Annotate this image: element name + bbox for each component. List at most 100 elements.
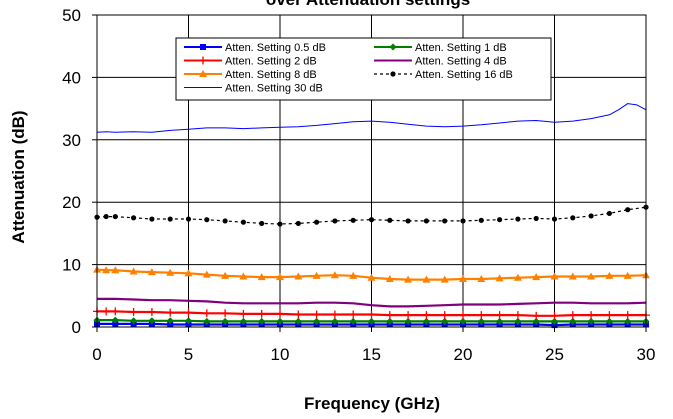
- data-point: [442, 218, 448, 224]
- data-point: [221, 271, 230, 279]
- chart-title: over Attenuation settings: [266, 0, 470, 9]
- legend-label: Atten. Setting 30 dB: [225, 83, 323, 95]
- data-point: [204, 217, 210, 223]
- y-tick-label: 30: [62, 131, 81, 150]
- data-point: [515, 216, 521, 222]
- data-point: [605, 311, 614, 320]
- legend: Atten. Setting 0.5 dB Atten. Setting 1 dB…: [175, 37, 552, 101]
- data-point: [441, 317, 449, 325]
- data-point: [221, 309, 230, 318]
- data-point: [460, 218, 466, 224]
- data-point: [497, 217, 503, 223]
- data-point: [513, 273, 522, 281]
- data-point: [258, 317, 266, 325]
- data-point: [623, 311, 632, 320]
- data-point: [294, 272, 303, 280]
- data-point: [623, 271, 632, 279]
- data-point: [587, 311, 596, 320]
- data-point: [551, 216, 558, 222]
- data-point: [495, 274, 504, 282]
- data-point: [257, 309, 266, 318]
- data-point: [259, 220, 265, 227]
- data-point: [111, 307, 120, 316]
- data-point: [478, 217, 484, 223]
- data-point: [167, 216, 173, 222]
- data-point: [148, 317, 156, 325]
- data-point: [569, 317, 577, 325]
- series-3: [97, 297, 647, 308]
- data-point: [184, 308, 193, 317]
- x-tick-label: 0: [92, 345, 101, 364]
- series-line: [96, 103, 647, 133]
- legend-box: [175, 37, 552, 101]
- y-tick-label: 10: [62, 256, 81, 275]
- axes: 0 5 10 15 20 25 30 0 10 20 30 40 50: [62, 6, 655, 364]
- data-point: [313, 317, 321, 325]
- data-point: [239, 272, 248, 280]
- data-point: [131, 215, 137, 221]
- data-point: [440, 275, 449, 283]
- data-point: [477, 274, 486, 282]
- x-tick-label: 10: [271, 345, 290, 364]
- data-point: [422, 275, 431, 283]
- data-point: [423, 218, 429, 224]
- data-point: [350, 217, 356, 223]
- y-tick-label: 40: [62, 68, 81, 87]
- series-1: [93, 316, 650, 325]
- data-point: [385, 311, 394, 320]
- data-point: [404, 317, 412, 325]
- data-point: [147, 268, 156, 276]
- data-point: [330, 310, 339, 319]
- data-point: [568, 311, 577, 320]
- x-tick-label: 25: [545, 345, 564, 364]
- data-point: [103, 213, 109, 220]
- data-point: [202, 270, 211, 278]
- x-tick-label: 15: [362, 345, 381, 364]
- data-point: [276, 273, 284, 281]
- data-point: [239, 317, 247, 325]
- data-point: [276, 309, 284, 318]
- data-point: [129, 308, 138, 317]
- series-layer: [93, 103, 650, 329]
- data-point: [111, 316, 119, 324]
- data-point: [349, 317, 357, 325]
- legend-entry: Atten. Setting 0.5 dB: [184, 42, 326, 54]
- data-point: [240, 219, 246, 225]
- legend-label: Atten. Setting 8 dB: [225, 69, 317, 81]
- legend-entry: Atten. Setting 1 dB: [374, 42, 507, 54]
- data-point: [624, 317, 632, 325]
- data-point: [606, 210, 613, 217]
- data-point: [533, 215, 539, 222]
- data-point: [221, 317, 229, 325]
- legend-label: Atten. Setting 16 dB: [415, 69, 513, 81]
- legend-marker: [389, 43, 397, 51]
- data-point: [294, 317, 302, 325]
- data-point: [551, 322, 558, 329]
- legend-entry: Atten. Setting 2 dB: [184, 56, 317, 68]
- data-point: [550, 311, 559, 320]
- data-point: [404, 275, 413, 283]
- data-point: [257, 273, 266, 281]
- data-point: [532, 311, 541, 320]
- legend-entry: Atten. Setting 4 dB: [374, 56, 507, 68]
- data-point: [147, 308, 156, 317]
- data-point: [149, 216, 155, 222]
- data-point: [551, 317, 558, 325]
- data-point: [111, 266, 120, 274]
- data-point: [570, 215, 576, 221]
- data-point: [185, 321, 192, 328]
- data-point: [440, 311, 449, 320]
- series-line: [97, 322, 646, 327]
- data-point: [405, 218, 411, 224]
- data-point: [588, 213, 594, 219]
- y-axis-title: Attenuation (dB): [9, 110, 28, 243]
- legend-label: Atten. Setting 2 dB: [225, 56, 317, 68]
- data-point: [422, 317, 430, 325]
- y-tick-label: 0: [72, 318, 81, 337]
- legend-label: Atten. Setting 1 dB: [415, 42, 507, 54]
- data-point: [185, 216, 192, 222]
- data-point: [166, 317, 174, 325]
- series-4: [93, 265, 650, 283]
- data-point: [385, 274, 394, 282]
